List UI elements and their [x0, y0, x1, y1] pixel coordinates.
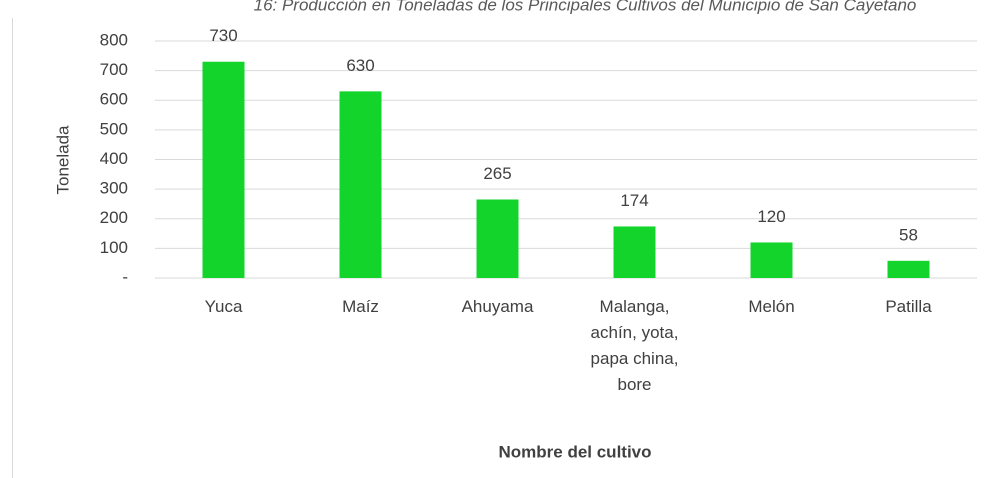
- data-label: 730: [209, 26, 237, 45]
- bar: [339, 91, 382, 278]
- data-label: 174: [620, 191, 648, 210]
- x-tick-label: Patilla: [885, 297, 932, 316]
- data-label: 265: [483, 164, 511, 183]
- y-tick-label: 100: [100, 238, 128, 257]
- y-tick-label: -: [122, 267, 128, 286]
- bar: [202, 61, 245, 278]
- x-tick-label: Melón: [748, 297, 795, 316]
- y-tick-label: 700: [100, 60, 128, 79]
- y-tick-label: 300: [100, 179, 128, 198]
- bar: [613, 226, 656, 278]
- bar: [887, 260, 930, 278]
- data-label: 120: [757, 207, 785, 226]
- y-axis-label: Tonelada: [53, 125, 72, 195]
- bar: [476, 199, 519, 278]
- x-tick-label: Ahuyama: [461, 297, 534, 316]
- x-tick-label: Malanga, achín, yota, papa china, bore: [590, 297, 679, 394]
- data-label: 630: [346, 56, 374, 75]
- y-tick-label: 400: [100, 149, 128, 168]
- y-tick-label: 200: [100, 208, 128, 227]
- chart-title: 16: Producción en Toneladas de los Princ…: [254, 0, 917, 14]
- x-tick-label: Maíz: [342, 297, 379, 316]
- data-label: 58: [899, 225, 918, 244]
- y-tick-label: 500: [100, 119, 128, 138]
- bar: [750, 242, 793, 278]
- y-tick-label: 600: [100, 90, 128, 109]
- x-tick-label: Yuca: [204, 297, 243, 316]
- y-tick-label: 800: [100, 30, 128, 49]
- x-axis-label: Nombre del cultivo: [498, 442, 651, 461]
